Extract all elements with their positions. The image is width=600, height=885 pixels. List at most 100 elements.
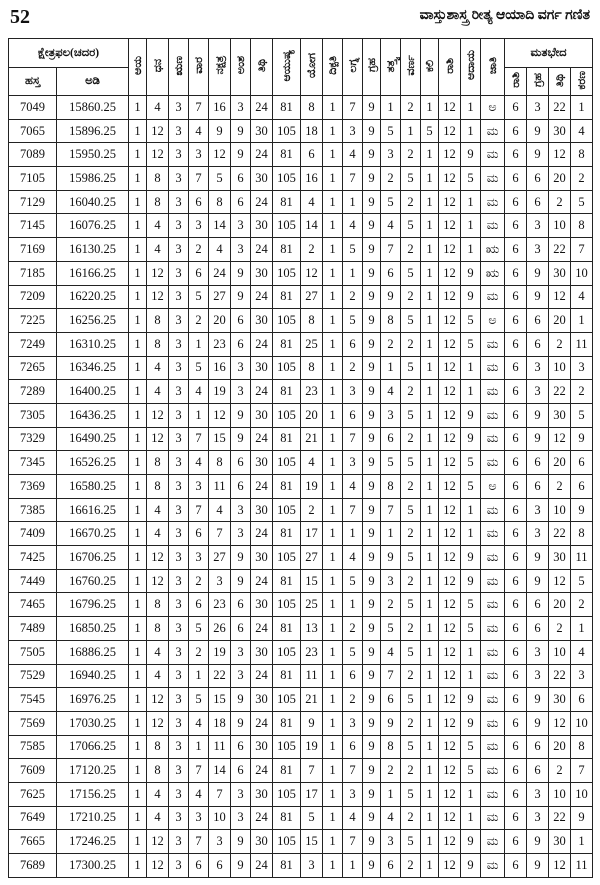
table-cell: 10 (548, 355, 572, 381)
table-cell: 30 (250, 545, 274, 570)
table-row: 7065 15896.25 1 12 3 4 9 9 30 105 18 1 3 9 5 1 5 12 1 ಮ 6 9 30… (8, 118, 594, 144)
table-cell: 1 (460, 781, 482, 807)
table-cell: 1 (420, 402, 440, 428)
table-cell: 1 (128, 213, 148, 239)
table-cell: 9 (526, 142, 550, 168)
table-cell: 6 (504, 284, 528, 310)
table-cell: 6 (504, 95, 528, 120)
table-cell: 1 (420, 379, 440, 404)
table-cell: 3 (526, 379, 550, 404)
table-row: 7609 17120.25 1 8 3 7 14 6 24 81 7 1 7 9 2 2 1 12 5 ಮ 6 6 2 7 (8, 758, 594, 783)
table-cell: 1 (420, 355, 440, 381)
table-cell: 9 (230, 426, 252, 452)
table-row: 7529 16940.25 1 4 3 1 22 3 24 81 11 1 6 9 7 2 1 12 1 ಮ 6 3 22 3 (8, 663, 594, 689)
table-cell: 9 (362, 616, 382, 641)
table-cell: 7 (570, 237, 594, 262)
table-cell: 1 (420, 663, 440, 689)
table-cell: 9 (362, 853, 382, 878)
table-cell: ಮ (480, 284, 506, 310)
table-cell: 9 (362, 331, 382, 357)
table-cell: 30 (548, 687, 572, 712)
table-cell: 2 (570, 592, 594, 618)
table-cell: 1 (188, 663, 210, 689)
table-cell: 3 (526, 237, 550, 262)
table-cell: 27 (300, 545, 324, 570)
table-cell: 1 (400, 118, 422, 144)
table-cell: 2 (342, 355, 364, 381)
table-cell: 3 (230, 663, 252, 689)
table-cell: 16940.25 (55, 663, 130, 689)
table-cell: 24 (250, 663, 274, 689)
column-header-cell: ವಾರ (188, 38, 210, 96)
table-cell: 30 (250, 450, 274, 475)
table-cell: 1 (128, 189, 148, 215)
table-cell: 6 (380, 426, 402, 452)
table-cell: 6 (230, 331, 252, 357)
table-cell: 27 (208, 284, 232, 310)
table-row: 7489 16850.25 1 8 3 5 26 6 24 81 13 1 2 9 5 2 1 12 5 ಮ 6 6 2 1 (8, 616, 594, 641)
table-cell: 4 (146, 95, 170, 120)
table-cell: 3 (526, 355, 550, 381)
table-cell: 2 (400, 284, 422, 310)
table-cell: 9 (460, 829, 482, 854)
variant-column-header-cell: ರಾಶಿ (504, 67, 528, 96)
column-header: ರಾಶಿ (443, 57, 456, 74)
table-cell: 16976.25 (55, 687, 130, 712)
table-cell: 1 (380, 355, 402, 381)
table-cell: 1 (322, 663, 344, 689)
table-cell: 9 (526, 118, 550, 144)
table-cell: ಮ (480, 710, 506, 736)
table-row: 7105 15986.25 1 8 3 7 5 6 30 105 16 1 7 9 2 5 1 12 5 ಮ 6 6 20 2 (8, 166, 594, 191)
table-cell: ಮ (480, 805, 506, 831)
table-cell: 3 (526, 663, 550, 689)
table-cell: 1 (460, 805, 482, 831)
table-cell: 12 (438, 853, 462, 878)
table-cell: 9 (526, 829, 550, 854)
column-header: ಅಡಿ (55, 67, 130, 96)
table-cell: 9 (362, 189, 382, 215)
table-row: 7569 17030.25 1 12 3 4 18 9 24 81 9 1 3 9 9 2 1 12 9 ಮ 6 9 12 1… (8, 710, 594, 736)
table-cell: 6 (504, 402, 528, 428)
table-cell: 24 (250, 237, 274, 262)
table-cell: 3 (168, 639, 190, 665)
table-cell: 14 (208, 213, 232, 239)
table-cell: 6 (504, 734, 528, 760)
variant-column-header: ಕರಣ (575, 70, 588, 90)
table-cell: 9 (362, 355, 382, 381)
table-cell: 1 (420, 639, 440, 665)
table-cell: ಮ (480, 331, 506, 357)
table-cell: 9 (526, 545, 550, 570)
table-cell: 6 (504, 474, 528, 499)
table-cell: 7649 (8, 805, 57, 831)
table-cell: 1 (570, 829, 594, 854)
table-cell: 9 (362, 95, 382, 120)
table-cell: 17156.25 (55, 781, 130, 807)
table-cell: 7 (570, 758, 594, 783)
table-cell: 2 (548, 616, 572, 641)
table-cell: 1 (188, 331, 210, 357)
table-cell: 2 (548, 758, 572, 783)
table-cell: 11 (208, 474, 232, 499)
table-cell: 16400.25 (55, 379, 130, 404)
table-cell: 4 (342, 545, 364, 570)
table-cell: 6 (526, 166, 550, 191)
table-cell: 1 (420, 687, 440, 712)
table-cell: 105 (272, 781, 302, 807)
table-cell: 1 (128, 616, 148, 641)
table-cell: 1 (322, 402, 344, 428)
table-row: 7305 16436.25 1 12 3 1 12 9 30 105 20 1 6 9 3 5 1 12 9 ಮ 6 9 3… (8, 402, 594, 428)
table-cell: 1 (128, 805, 148, 831)
table-cell: ಮ (480, 189, 506, 215)
table-cell: 9 (362, 402, 382, 428)
table-cell: 1 (322, 142, 344, 168)
table-cell: 7209 (8, 284, 57, 310)
table-cell: 9 (460, 687, 482, 712)
table-cell: 26 (208, 616, 232, 641)
table-cell: 9 (526, 687, 550, 712)
table-cell: 3 (380, 829, 402, 854)
table-cell: 9 (230, 545, 252, 570)
table-cell: 3 (380, 568, 402, 594)
table-cell: 5 (380, 450, 402, 475)
table-cell: 30 (250, 687, 274, 712)
table-cell: 4 (188, 118, 210, 144)
